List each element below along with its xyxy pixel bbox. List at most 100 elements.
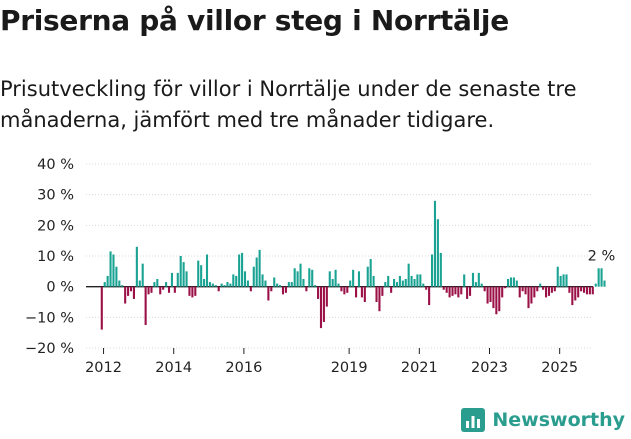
bars (100, 200, 606, 330)
bar (577, 286, 580, 298)
bar (165, 282, 168, 287)
y-tick-label: 30 % (37, 188, 74, 204)
bar (422, 283, 425, 287)
bar (220, 283, 223, 287)
bar (115, 266, 118, 287)
bar (372, 275, 375, 287)
bar (565, 274, 568, 287)
bar (550, 286, 553, 293)
bar (138, 280, 141, 287)
bar (515, 280, 518, 287)
bar (416, 274, 419, 287)
bar (574, 286, 577, 301)
bar (167, 286, 171, 293)
bar (556, 266, 559, 287)
bar (597, 268, 600, 287)
bar (480, 283, 483, 287)
bar (340, 286, 343, 292)
gridlines (86, 163, 593, 354)
bar (299, 263, 302, 287)
bar (585, 286, 589, 295)
bar (226, 282, 229, 287)
bar (533, 286, 536, 298)
bar (317, 286, 320, 299)
bar (331, 279, 334, 287)
bar (343, 286, 346, 295)
bar (603, 280, 606, 287)
bar (521, 286, 524, 292)
bar (489, 286, 492, 302)
bar (293, 268, 296, 287)
bar (200, 265, 203, 287)
bar (498, 286, 501, 312)
bar (170, 272, 173, 287)
bar (486, 286, 489, 304)
bar (243, 271, 247, 287)
bar (284, 286, 287, 293)
bar (223, 285, 226, 287)
bar (314, 285, 317, 287)
bar (217, 286, 220, 292)
y-tick-label: 40 % (37, 157, 74, 173)
bar (439, 252, 442, 287)
bar (384, 282, 387, 287)
bar (238, 254, 241, 287)
bar (501, 286, 504, 298)
bar (562, 274, 565, 287)
x-tick-label: 2014 (155, 360, 192, 376)
bar (460, 286, 463, 295)
labels: −20 % −10 % 0 % 10 % 20 % 30 % 40 % 2012 2014 201… (25, 157, 615, 376)
bar (308, 268, 311, 287)
bar (159, 286, 162, 295)
newsworthy-brand[interactable]: Newsworthy (460, 407, 625, 433)
bar (407, 263, 410, 287)
bar (442, 286, 445, 290)
bar (527, 286, 530, 309)
bar (393, 279, 396, 287)
bar (211, 283, 214, 287)
bar (387, 275, 390, 287)
bar (203, 279, 206, 287)
bar (580, 286, 583, 292)
bar (428, 286, 431, 306)
bar (544, 286, 548, 298)
bar (112, 254, 115, 287)
bar (129, 286, 133, 292)
bar (477, 272, 480, 287)
bar (325, 286, 328, 307)
bar (355, 286, 358, 298)
bar (413, 279, 416, 287)
bar (194, 286, 197, 296)
y-tick-label: 20 % (37, 218, 74, 234)
bar (281, 286, 285, 295)
bar (279, 285, 282, 287)
bar (267, 286, 270, 301)
x-tick-label: 2019 (331, 360, 368, 376)
bar (197, 260, 200, 287)
bar (582, 286, 586, 293)
bar (270, 286, 273, 292)
y-tick-label: −20 % (25, 341, 74, 357)
bar (457, 286, 460, 298)
bar (328, 271, 331, 287)
bar-chart: −20 % −10 % 0 % 10 % 20 % 30 % 40 % 2012 2014 201… (25, 157, 615, 376)
bar (100, 286, 103, 330)
bar (241, 252, 244, 287)
newsworthy-chart-icon (461, 408, 486, 432)
bar (246, 280, 249, 287)
bar (273, 277, 276, 287)
bar (559, 275, 562, 287)
bar (404, 279, 407, 287)
bar (375, 286, 378, 302)
bar (290, 282, 293, 287)
bar (176, 272, 179, 287)
bar (366, 266, 369, 287)
bar (261, 274, 264, 287)
bar (109, 251, 112, 287)
y-tick-label: 0 % (46, 280, 74, 296)
bar (419, 274, 422, 287)
bar (205, 254, 209, 287)
bar (118, 280, 121, 287)
bar (512, 277, 515, 287)
bar (445, 286, 448, 293)
